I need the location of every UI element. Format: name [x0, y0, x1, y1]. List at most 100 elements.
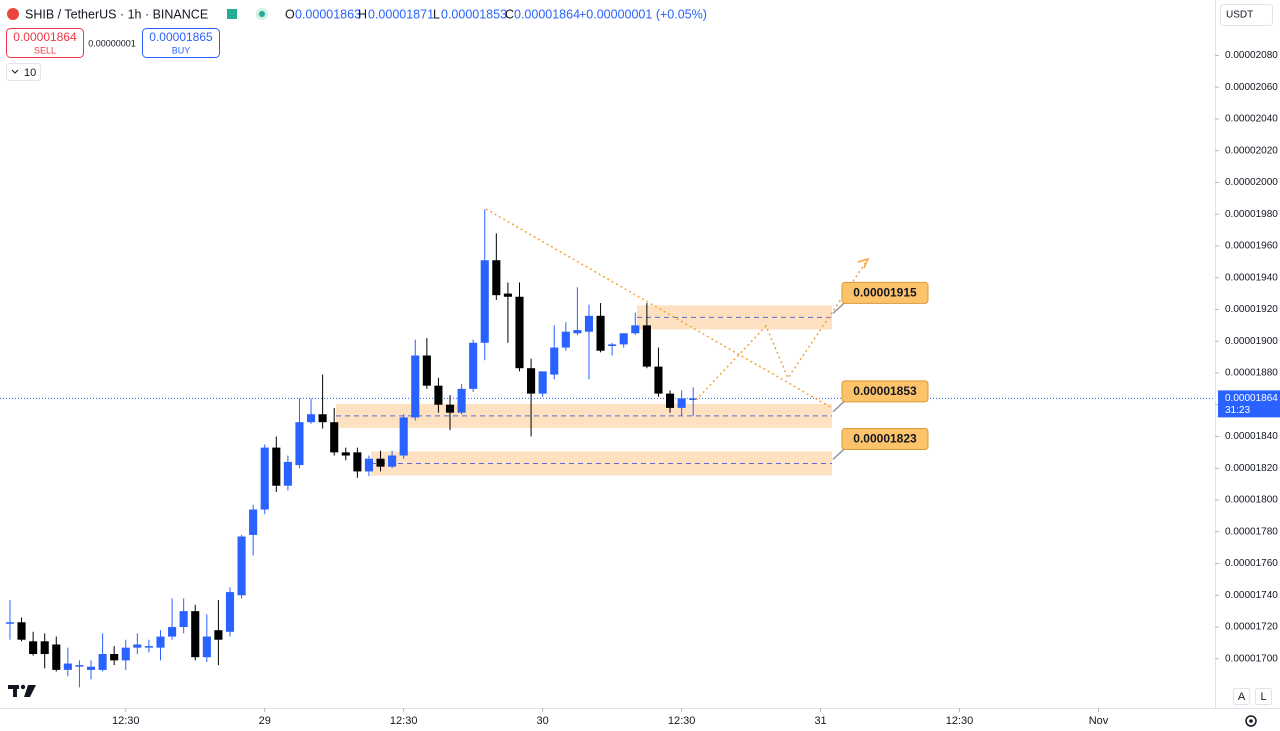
y-tick-label: 0.00001820 [1225, 463, 1278, 474]
spread: 0.00000001 [88, 38, 136, 48]
candle-body [376, 458, 385, 467]
y-tick-label: 0.00001780 [1225, 526, 1278, 537]
candle-body [538, 371, 547, 394]
log-scale-label: L [1260, 691, 1266, 703]
candle-body [29, 641, 38, 655]
logo [8, 684, 36, 697]
candle-body [40, 641, 49, 655]
candle-body [515, 296, 524, 369]
logo-part [20, 684, 26, 690]
symbol-icon [7, 8, 19, 20]
candle-body [110, 654, 119, 661]
auto-scale-label: A [1238, 691, 1246, 703]
candle-body [214, 630, 223, 640]
flag-icon[interactable] [227, 9, 237, 19]
level-label: 0.00001915 [853, 286, 917, 300]
y-tick-label: 0.00002080 [1225, 50, 1278, 61]
candle-body [144, 646, 153, 648]
candle-body [272, 447, 281, 486]
buy-label: BUY [172, 45, 191, 55]
level-label: 0.00001823 [853, 432, 917, 446]
auto-scale-button[interactable] [1233, 688, 1250, 705]
candle-body [121, 647, 130, 661]
candle-body [318, 414, 327, 423]
trend-line [485, 208, 833, 409]
y-tick-label: 0.00001760 [1225, 558, 1278, 569]
y-tick-label: 0.00001800 [1225, 495, 1278, 506]
candle-body [191, 611, 200, 658]
y-tick-label: 0.00001740 [1225, 590, 1278, 601]
close-label: C [505, 7, 514, 21]
y-tick-label: 0.00001920 [1225, 304, 1278, 315]
countdown: 31:23 [1225, 405, 1250, 416]
candle-body [5, 622, 15, 624]
y-tick-label: 0.00001900 [1225, 336, 1278, 347]
y-tick-label: 0.00002000 [1225, 177, 1278, 188]
candle-body [608, 344, 617, 346]
candle-body [133, 644, 142, 648]
chevron [11, 69, 19, 74]
candle-body [52, 644, 61, 670]
sell-button[interactable] [6, 28, 84, 58]
candle-body [260, 447, 269, 510]
candle-body [411, 355, 420, 418]
candle-body [492, 260, 501, 296]
candle-body [295, 422, 304, 466]
candle-body [364, 458, 373, 472]
candle-body [86, 666, 96, 670]
candle-body [168, 627, 177, 637]
level-label-box [841, 281, 929, 304]
candle-body [480, 260, 489, 343]
projection-path [695, 261, 867, 401]
currency: USDT [1226, 10, 1253, 21]
y-tick-label: 0.00002020 [1225, 145, 1278, 156]
candle-body [75, 665, 84, 667]
open-value: 0.00001863 [295, 7, 361, 21]
candle-body [561, 331, 570, 348]
candle-body [445, 404, 455, 413]
x-tick-label: Nov [1089, 715, 1109, 727]
candle-body [249, 509, 258, 535]
plot-area [0, 209, 1215, 688]
y-tick-label: 0.00001980 [1225, 209, 1278, 220]
candle-body [503, 293, 512, 297]
high-value: 0.00001871 [368, 7, 434, 21]
buy-price: 0.00001865 [149, 30, 213, 44]
candle-body [399, 417, 408, 456]
candle-body [689, 398, 698, 400]
buy-button[interactable] [142, 28, 220, 58]
candle-body [17, 622, 26, 640]
candle-body [283, 461, 292, 486]
candle-body [63, 663, 72, 670]
candle-body [330, 422, 339, 453]
y-tick-label: 0.00002040 [1225, 114, 1278, 125]
x-tick-label: 31 [814, 715, 826, 727]
y-tick-label: 0.00001720 [1225, 622, 1278, 633]
symbol-title[interactable]: SHIB / TetherUS · 1h · BINANCE [25, 7, 208, 21]
candle-body [156, 636, 165, 648]
last-price-label: 0.00001864 [1225, 393, 1278, 404]
candle-body [631, 325, 640, 334]
candle-body [237, 536, 246, 596]
logo-part [13, 685, 17, 697]
x-tick-label: 12:30 [946, 715, 974, 727]
indicators-toggle[interactable] [6, 63, 41, 81]
y-tick-label: 0.00001940 [1225, 272, 1278, 283]
x-tick-label: 12:30 [112, 715, 140, 727]
y-tick-label: 0.00002060 [1225, 82, 1278, 93]
x-tick-label: 29 [259, 715, 271, 727]
settings-icon[interactable] [1245, 715, 1257, 727]
candle-body [98, 654, 107, 670]
close-value: 0.00001864 [514, 7, 580, 21]
low-label: L [433, 7, 440, 21]
candle-body [654, 366, 663, 394]
x-tick-label: 30 [537, 715, 549, 727]
y-tick-label: 0.00001960 [1225, 241, 1278, 252]
log-scale-button[interactable] [1255, 688, 1272, 705]
candle-body [341, 452, 350, 456]
status-dot [259, 11, 265, 17]
sell-label: SELL [34, 45, 56, 55]
currency-select[interactable] [1220, 4, 1273, 26]
candle-body [573, 330, 582, 334]
